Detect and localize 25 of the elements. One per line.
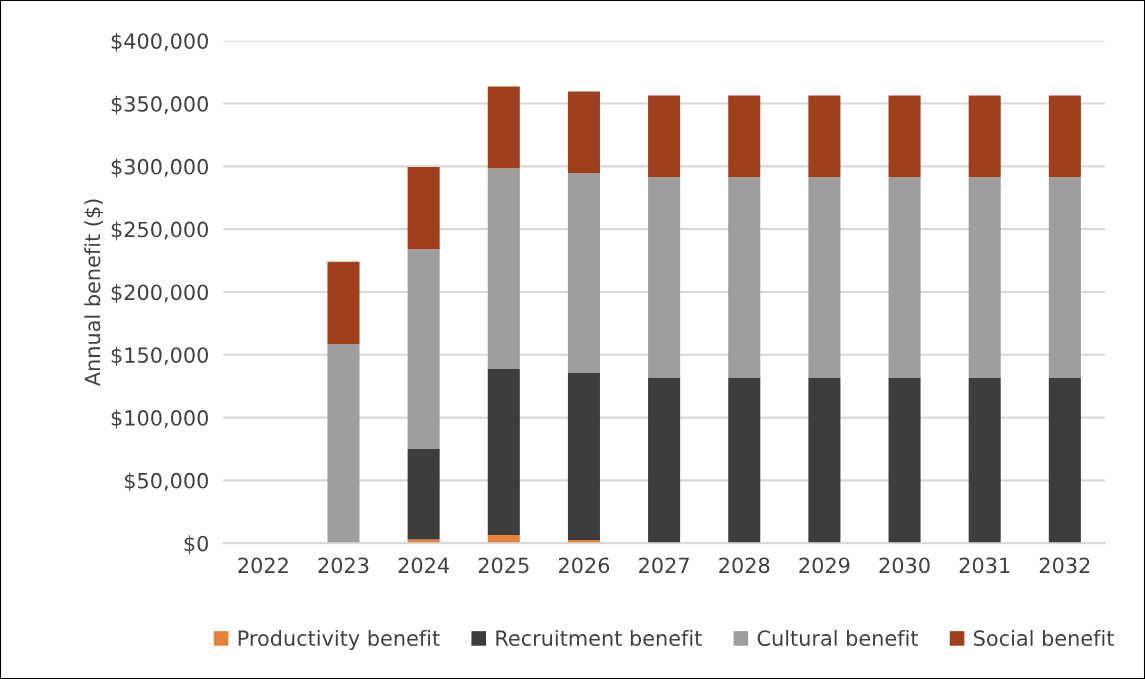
y-tick-label: $400,000 — [111, 32, 208, 52]
legend-label: Cultural benefit — [757, 629, 919, 647]
y-tick-label: $200,000 — [111, 284, 208, 303]
y-tick-label: $300,000 — [111, 158, 208, 178]
x-tick-label: 2027 — [639, 557, 689, 574]
x-tick-label: 2028 — [719, 557, 770, 574]
x-tick-label: 2031 — [959, 557, 1010, 574]
legend-label: Social benefit — [974, 629, 1114, 647]
x-tick-label: 2029 — [799, 557, 850, 574]
legend-label: Recruitment benefit — [496, 629, 702, 647]
x-tick-label: 2025 — [478, 557, 529, 574]
y-tick-label: $150,000 — [111, 346, 208, 366]
y-tick-label: $250,000 — [111, 221, 208, 241]
x-tick-label: 2022 — [238, 557, 288, 574]
x-tick-label: 2030 — [879, 557, 930, 574]
legend-label: Productivity benefit — [238, 629, 440, 651]
x-tick-label: 2023 — [318, 557, 369, 574]
y-tick-label: $100,000 — [111, 409, 208, 429]
x-tick-label: 2026 — [558, 557, 610, 574]
y-axis-title: Annual benefit ($) — [84, 199, 104, 387]
y-tick-label: $0 — [184, 535, 208, 555]
y-tick-label: $50,000 — [124, 472, 208, 492]
x-tick-label: 2032 — [1039, 557, 1090, 574]
x-tick-label: 2024 — [398, 557, 449, 574]
y-tick-label: $350,000 — [111, 95, 208, 115]
